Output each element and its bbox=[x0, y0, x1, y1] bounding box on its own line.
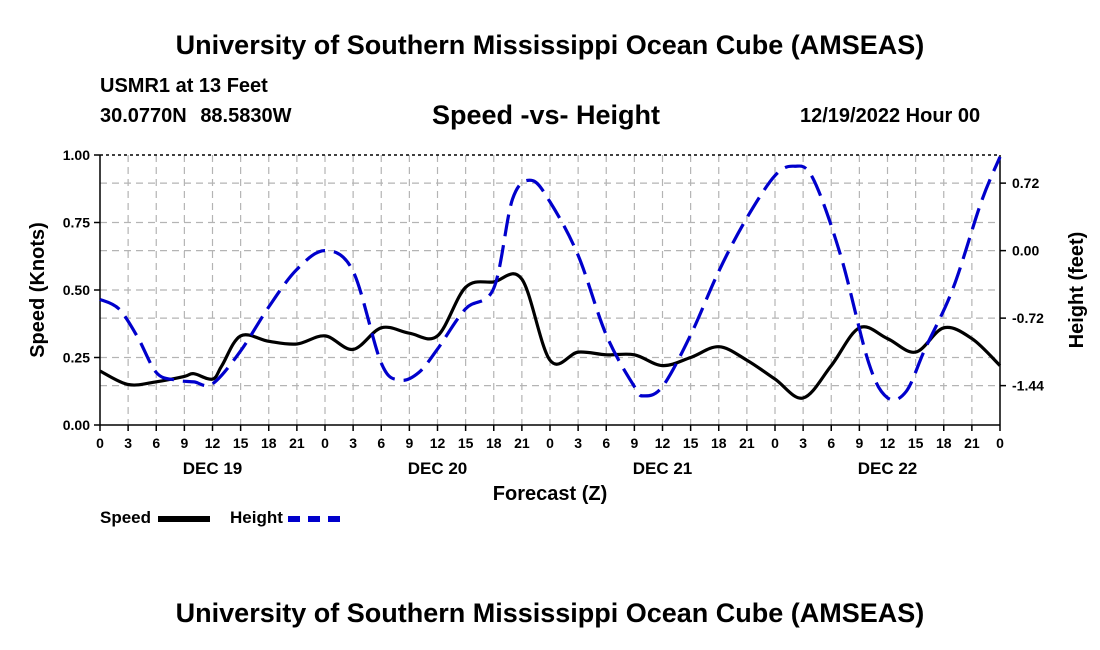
x-tick-label: 9 bbox=[855, 435, 863, 451]
x-tick-label: 6 bbox=[827, 435, 835, 451]
y-tick-label: 0.50 bbox=[63, 282, 90, 298]
x-tick-label: 0 bbox=[771, 435, 779, 451]
y-tick-label: 0.25 bbox=[63, 350, 90, 366]
x-tick-label: 3 bbox=[349, 435, 357, 451]
legend-height-swatch bbox=[287, 515, 340, 522]
x-tick-label: 3 bbox=[574, 435, 582, 451]
y-axis-title: Speed (Knots) bbox=[27, 222, 49, 358]
x-tick-label: 12 bbox=[655, 435, 671, 451]
x-tick-label: 15 bbox=[458, 435, 474, 451]
series-line-height bbox=[99, 156, 1002, 402]
day-label: DEC 20 bbox=[408, 459, 468, 478]
x-tick-label: 15 bbox=[233, 435, 249, 451]
legend-height-label: Height bbox=[230, 508, 283, 527]
x-tick-label: 3 bbox=[124, 435, 132, 451]
x-tick-label: 0 bbox=[996, 435, 1004, 451]
x-tick-label: 9 bbox=[630, 435, 638, 451]
x-tick-label: 12 bbox=[430, 435, 446, 451]
day-label: DEC 21 bbox=[633, 459, 693, 478]
x-tick-label: 21 bbox=[739, 435, 755, 451]
x-tick-label: 15 bbox=[683, 435, 699, 451]
y-tick-label: 0.75 bbox=[63, 215, 90, 231]
latitude: 30.0770N bbox=[100, 105, 187, 127]
legend-speed: Speed bbox=[100, 508, 210, 528]
main-title: University of Southern Mississippi Ocean… bbox=[175, 30, 925, 60]
x-tick-label: 12 bbox=[205, 435, 221, 451]
x-tick-label: 0 bbox=[96, 435, 104, 451]
x-tick-label: 15 bbox=[908, 435, 924, 451]
x-tick-label: 9 bbox=[405, 435, 413, 451]
y-tick-label: 0.00 bbox=[63, 417, 90, 433]
legend-height: Height bbox=[230, 508, 340, 528]
footer-title: University of Southern Mississippi Ocean… bbox=[175, 598, 925, 628]
station-coordinates: 30.0770N 88.5830W bbox=[100, 105, 299, 128]
x-tick-label: 12 bbox=[880, 435, 896, 451]
series-line-speed bbox=[99, 272, 1002, 400]
y2-tick-label: 0.72 bbox=[1012, 175, 1039, 191]
chart-title: Speed -vs- Height bbox=[432, 100, 661, 130]
x-tick-label: 18 bbox=[936, 435, 952, 451]
x-tick-label: 21 bbox=[514, 435, 530, 451]
x-tick-label: 21 bbox=[289, 435, 305, 451]
x-tick-label: 3 bbox=[799, 435, 807, 451]
x-tick-label: 18 bbox=[711, 435, 727, 451]
station-label: USMR1 at 13 Feet bbox=[100, 75, 268, 97]
x-tick-label: 9 bbox=[180, 435, 188, 451]
y2-axis-title: Height (feet) bbox=[1066, 232, 1088, 349]
y2-tick-label: 0.00 bbox=[1012, 243, 1039, 259]
x-tick-label: 21 bbox=[964, 435, 980, 451]
x-tick-label: 6 bbox=[152, 435, 160, 451]
forecast-run-time: 12/19/2022 Hour 00 bbox=[800, 105, 981, 127]
legend-speed-swatch bbox=[157, 515, 210, 522]
x-tick-label: 0 bbox=[321, 435, 329, 451]
y2-tick-label: -0.72 bbox=[1012, 310, 1044, 326]
day-label: DEC 22 bbox=[858, 459, 918, 478]
day-label: DEC 19 bbox=[183, 459, 243, 478]
x-tick-label: 6 bbox=[602, 435, 610, 451]
y2-tick-label: -1.44 bbox=[1012, 378, 1044, 394]
x-tick-label: 18 bbox=[261, 435, 277, 451]
legend-speed-label: Speed bbox=[100, 508, 152, 527]
x-axis-title: Forecast (Z) bbox=[493, 483, 607, 505]
x-tick-label: 6 bbox=[377, 435, 385, 451]
y-tick-label: 1.00 bbox=[63, 147, 90, 163]
longitude: 88.5830W bbox=[200, 105, 292, 127]
x-tick-label: 0 bbox=[546, 435, 554, 451]
x-tick-label: 18 bbox=[486, 435, 502, 451]
